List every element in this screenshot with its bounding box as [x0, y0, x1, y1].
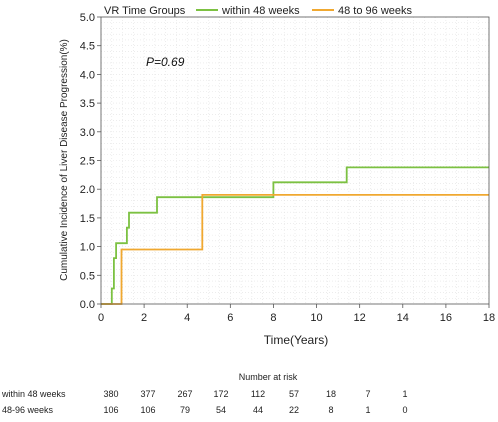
- risk-row-label: within 48 weeks: [1, 389, 66, 399]
- y-tick-label: 4.0: [80, 69, 95, 81]
- risk-value: 112: [251, 389, 265, 399]
- y-axis-label: Cumulative Incidence of Liver Disease Pr…: [59, 39, 70, 281]
- y-tick-label: 3.0: [80, 127, 95, 139]
- y-tick-label: 1.0: [80, 242, 95, 254]
- chart-title: VR Time Groups: [104, 5, 186, 17]
- risk-value: 7: [365, 389, 370, 399]
- x-axis-label: Time(Years): [264, 333, 328, 347]
- risk-value: 57: [289, 389, 299, 399]
- y-tick-label: 1.5: [80, 213, 95, 225]
- y-tick-label: 2.0: [80, 184, 95, 196]
- risk-table-title: Number at risk: [239, 372, 298, 382]
- legend-label: within 48 weeks: [221, 5, 300, 17]
- y-tick-label: 3.5: [80, 98, 95, 110]
- grid: [100, 16, 490, 305]
- x-tick-label: 8: [270, 312, 276, 324]
- x-tick-label: 10: [310, 312, 322, 324]
- risk-value: 54: [216, 405, 226, 415]
- series-line-within-48-weeks: [101, 166, 489, 305]
- legend-label: 48 to 96 weeks: [338, 5, 412, 17]
- risk-table: within 48 weeks 380 377 267 172 112 57 18 7 148-9…: [1, 389, 408, 415]
- p-value-annotation: P=0.69: [146, 55, 185, 69]
- risk-value: 106: [103, 405, 118, 415]
- y-tick-label: 0.5: [80, 270, 95, 282]
- axes: 0 2 4 6 8 10 12 14 16 18 0.0 0.5 1.0 1.5 2.0 2.5 3.0 3.5 4…: [80, 12, 495, 324]
- risk-value: 267: [177, 389, 192, 399]
- risk-value: 380: [103, 389, 118, 399]
- risk-value: 0: [402, 405, 407, 415]
- risk-value: 22: [289, 405, 299, 415]
- plot-area: [101, 17, 489, 304]
- x-tick-label: 18: [483, 312, 495, 324]
- risk-row-label: 48-96 weeks: [2, 405, 54, 415]
- y-tick-label: 5.0: [80, 12, 95, 24]
- y-tick-label: 0.0: [80, 299, 95, 311]
- risk-value: 1: [365, 405, 370, 415]
- x-tick-label: 0: [98, 312, 104, 324]
- risk-value: 79: [180, 405, 190, 415]
- y-tick-label: 4.5: [80, 41, 95, 53]
- y-tick-label: 2.5: [80, 156, 95, 168]
- risk-value: 1: [402, 389, 407, 399]
- x-tick-label: 16: [440, 312, 452, 324]
- risk-value: 377: [140, 389, 155, 399]
- x-tick-label: 4: [184, 312, 190, 324]
- legend: within 48 weeks 48 to 96 weeks: [196, 5, 412, 17]
- risk-value: 8: [328, 405, 333, 415]
- x-tick-label: 12: [354, 312, 366, 324]
- x-tick-label: 14: [397, 312, 409, 324]
- risk-value: 172: [213, 389, 228, 399]
- x-tick-label: 2: [141, 312, 147, 324]
- risk-value: 18: [326, 389, 336, 399]
- risk-value: 106: [140, 405, 155, 415]
- risk-value: 44: [253, 405, 263, 415]
- x-tick-label: 6: [227, 312, 233, 324]
